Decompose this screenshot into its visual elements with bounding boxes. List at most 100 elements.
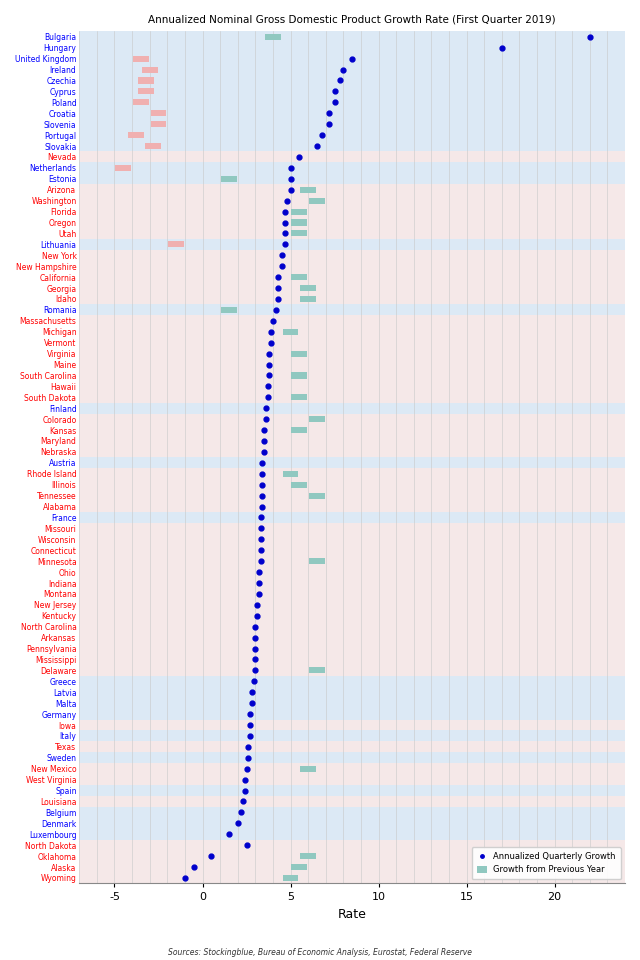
Bar (79, 424, 625, 436)
Bar (79, 720, 625, 731)
FancyBboxPatch shape (128, 132, 143, 138)
Bar (79, 97, 625, 108)
Bar (79, 130, 625, 140)
Bar (79, 861, 625, 873)
Bar (79, 359, 625, 370)
Bar (79, 654, 625, 665)
Bar (79, 250, 625, 261)
Bar (79, 611, 625, 621)
FancyBboxPatch shape (291, 230, 307, 236)
FancyBboxPatch shape (291, 372, 307, 378)
Bar (79, 304, 625, 316)
FancyBboxPatch shape (150, 121, 166, 128)
Bar (79, 468, 625, 479)
X-axis label: Rate: Rate (338, 908, 367, 921)
Bar (79, 86, 625, 97)
FancyBboxPatch shape (309, 416, 325, 422)
Bar (79, 348, 625, 359)
Bar (79, 42, 625, 53)
FancyBboxPatch shape (283, 470, 298, 477)
Bar (79, 599, 625, 611)
Bar (79, 708, 625, 720)
Bar (79, 32, 625, 42)
Bar (79, 53, 625, 64)
Bar (79, 414, 625, 424)
FancyBboxPatch shape (291, 220, 307, 226)
Bar (79, 523, 625, 534)
FancyBboxPatch shape (300, 186, 316, 193)
Bar (79, 578, 625, 588)
Bar (79, 512, 625, 523)
Bar (79, 501, 625, 512)
Bar (79, 741, 625, 753)
FancyBboxPatch shape (265, 34, 281, 40)
FancyBboxPatch shape (142, 66, 157, 73)
Bar (79, 217, 625, 228)
Legend: Annualized Quarterly Growth, Growth from Previous Year: Annualized Quarterly Growth, Growth from… (472, 847, 621, 879)
Bar (79, 381, 625, 392)
Bar (79, 873, 625, 883)
FancyBboxPatch shape (300, 296, 316, 302)
Bar (79, 851, 625, 861)
Bar (79, 807, 625, 818)
Bar (79, 491, 625, 501)
Bar (79, 665, 625, 676)
Bar (79, 785, 625, 796)
Bar (79, 174, 625, 184)
Bar (79, 206, 625, 217)
Bar (79, 326, 625, 337)
Bar (79, 588, 625, 599)
FancyBboxPatch shape (300, 853, 316, 859)
FancyBboxPatch shape (221, 307, 237, 313)
Bar (79, 152, 625, 162)
FancyBboxPatch shape (283, 328, 298, 335)
Bar (79, 108, 625, 119)
Bar (79, 239, 625, 250)
FancyBboxPatch shape (291, 350, 307, 357)
FancyBboxPatch shape (291, 864, 307, 870)
Bar (79, 698, 625, 708)
Bar (79, 370, 625, 381)
FancyBboxPatch shape (168, 241, 184, 248)
Bar (79, 446, 625, 457)
Bar (79, 457, 625, 468)
FancyBboxPatch shape (133, 99, 149, 106)
FancyBboxPatch shape (291, 208, 307, 215)
FancyBboxPatch shape (145, 143, 161, 149)
FancyBboxPatch shape (309, 198, 325, 204)
Bar (79, 140, 625, 152)
FancyBboxPatch shape (291, 427, 307, 433)
Bar (79, 556, 625, 566)
Title: Annualized Nominal Gross Domestic Product Growth Rate (First Quarter 2019): Annualized Nominal Gross Domestic Produc… (148, 15, 556, 25)
FancyBboxPatch shape (300, 766, 316, 772)
Bar (79, 392, 625, 403)
Bar (79, 828, 625, 840)
Bar (79, 75, 625, 86)
Bar (79, 818, 625, 828)
Bar (79, 294, 625, 304)
Bar (79, 763, 625, 774)
Bar (79, 403, 625, 414)
FancyBboxPatch shape (115, 165, 131, 171)
Bar (79, 633, 625, 643)
FancyBboxPatch shape (309, 492, 325, 498)
Bar (79, 753, 625, 763)
Bar (79, 643, 625, 654)
Bar (79, 796, 625, 807)
Bar (79, 282, 625, 294)
Bar (79, 272, 625, 282)
FancyBboxPatch shape (221, 176, 237, 181)
FancyBboxPatch shape (291, 395, 307, 400)
Bar (79, 544, 625, 556)
FancyBboxPatch shape (300, 285, 316, 291)
FancyBboxPatch shape (291, 482, 307, 488)
Bar (79, 676, 625, 686)
FancyBboxPatch shape (309, 558, 325, 564)
Bar (79, 686, 625, 698)
Bar (79, 162, 625, 174)
FancyBboxPatch shape (133, 56, 149, 61)
Bar (79, 184, 625, 195)
Bar (79, 774, 625, 785)
FancyBboxPatch shape (150, 110, 166, 116)
Text: Sources: Stockingblue, Bureau of Economic Analysis, Eurostat, Federal Reserve: Sources: Stockingblue, Bureau of Economi… (168, 948, 472, 957)
